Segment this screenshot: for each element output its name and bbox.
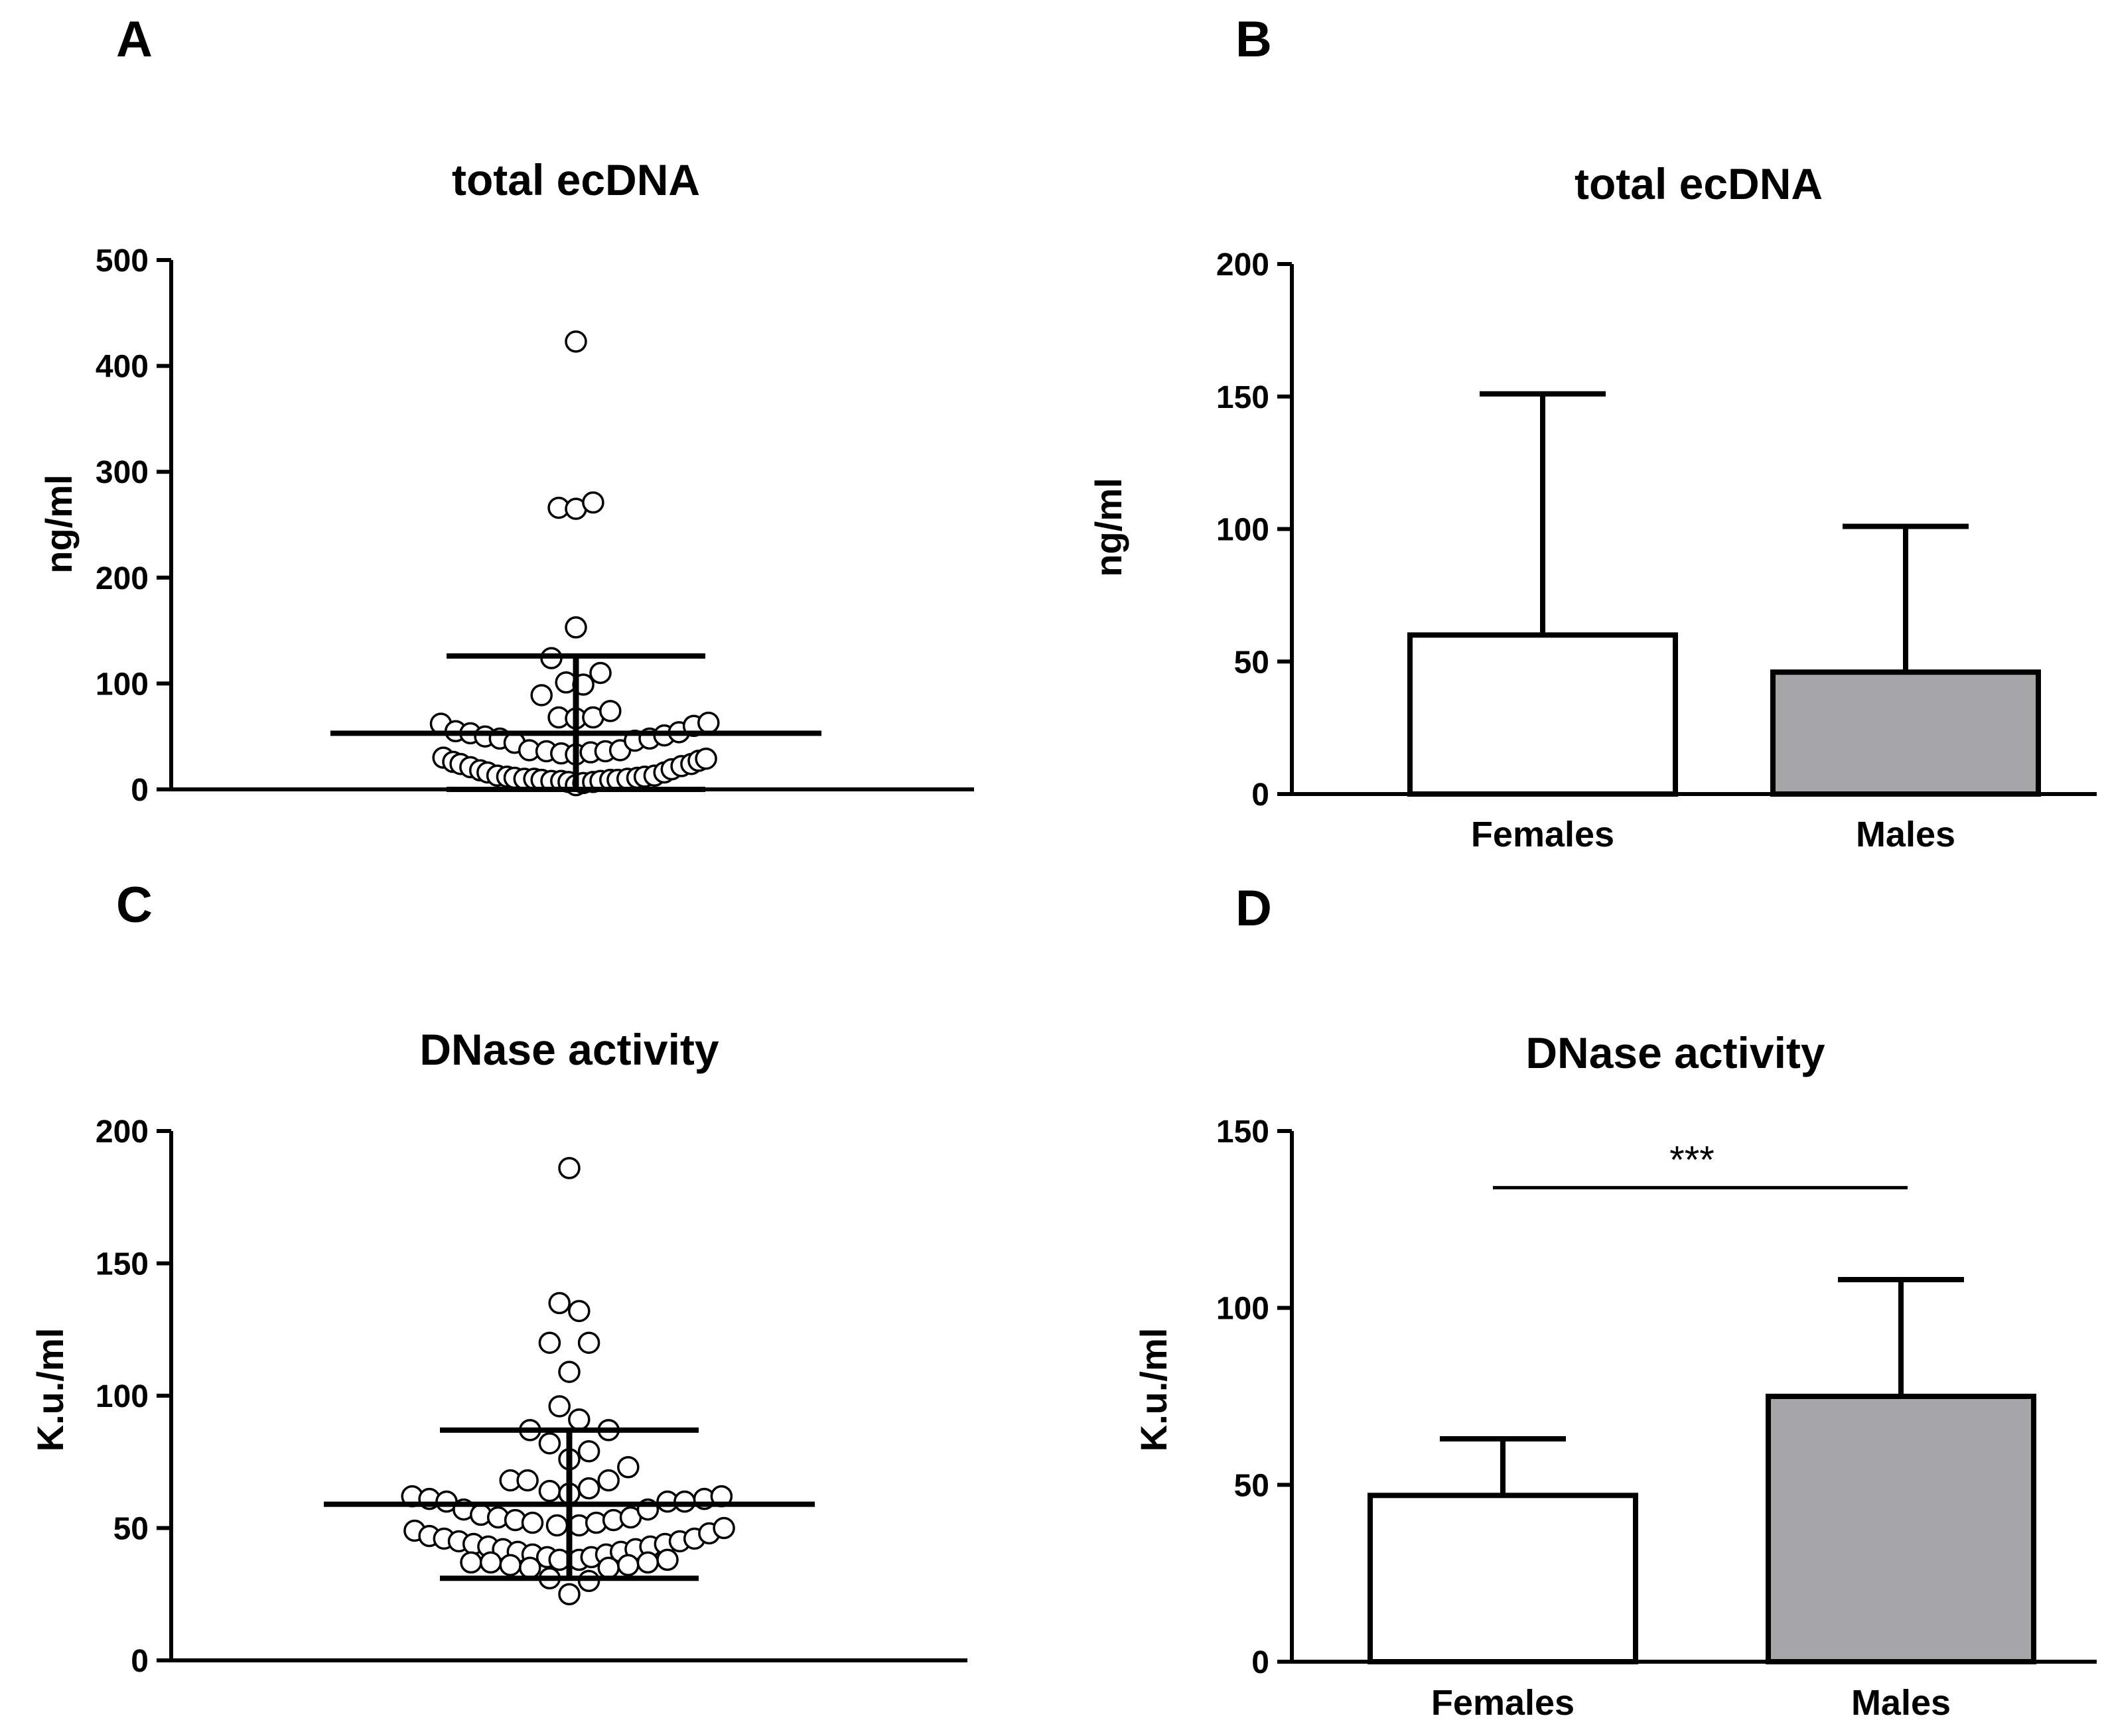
panel-letter-b: B <box>1235 11 1272 68</box>
data-point <box>548 1395 571 1418</box>
data-point <box>538 1331 561 1354</box>
data-point <box>538 1479 561 1502</box>
y-axis-label-b: ng/ml <box>1087 478 1129 576</box>
x-category-label: Females <box>1471 815 1614 854</box>
bar-females <box>1407 632 1678 797</box>
data-point <box>617 1554 640 1577</box>
y-tick-label: 400 <box>96 350 149 385</box>
significance-label: *** <box>1669 1138 1715 1181</box>
x-category-label: Males <box>1851 1683 1951 1723</box>
chart-title-c: DNase activity <box>419 1025 719 1074</box>
panel-a: A total ecDNA ng/ml 0 100 200 300 400 500 <box>38 11 974 808</box>
bar-males <box>1766 1394 2036 1664</box>
y-tick-label: 200 <box>96 1114 149 1150</box>
y-tick-label: 0 <box>1251 777 1269 813</box>
y-tick-label: 0 <box>1251 1645 1269 1680</box>
panel-c: C DNase activity K.u./ml 0 50 100 150 200 <box>29 877 967 1679</box>
data-point <box>697 711 720 734</box>
panel-letter-c: C <box>116 877 153 933</box>
y-axis-label-d: K.u./ml <box>1133 1328 1174 1452</box>
data-point <box>617 1455 640 1479</box>
y-tick-label: 150 <box>96 1247 149 1282</box>
y-tick-label: 150 <box>1216 380 1269 415</box>
data-point <box>499 1554 522 1577</box>
data-point <box>479 1551 502 1574</box>
data-point <box>577 1440 600 1463</box>
panel-b: B total ecDNA ng/ml 0 50 100 150 200 Females… <box>1087 11 2097 854</box>
data-point <box>519 1556 541 1579</box>
y-ticks-c: 0 50 100 150 200 <box>96 1114 171 1679</box>
y-tick-label: 100 <box>1216 1292 1269 1327</box>
data-point <box>695 747 717 770</box>
y-tick-label: 0 <box>131 1644 149 1679</box>
y-ticks-a: 0 100 200 300 400 500 <box>96 243 171 808</box>
data-point <box>530 684 553 706</box>
bar-females <box>1368 1493 1638 1664</box>
data-points-a <box>330 330 821 797</box>
data-point <box>599 700 622 722</box>
data-point <box>545 1514 569 1537</box>
y-tick-label: 200 <box>96 561 149 596</box>
y-axis-label-a: ng/ml <box>38 474 80 573</box>
y-tick-label: 0 <box>131 773 149 808</box>
y-tick-label: 200 <box>1216 247 1269 283</box>
data-point <box>565 330 587 353</box>
data-point <box>577 1331 600 1354</box>
y-tick-label: 500 <box>96 243 149 279</box>
data-point <box>516 1469 539 1492</box>
bar-males <box>1770 669 2041 797</box>
y-tick-label: 100 <box>1216 513 1269 548</box>
x-category-label: Males <box>1856 815 1955 854</box>
data-point <box>713 1516 735 1540</box>
panel-letter-a: A <box>116 11 153 68</box>
y-axis-label-c: K.u./ml <box>29 1328 71 1452</box>
chart-title-a: total ecDNA <box>452 155 700 204</box>
x-category-label: Females <box>1431 1683 1575 1723</box>
data-point <box>568 1408 591 1431</box>
bars-b: Females Males <box>1407 391 2041 854</box>
chart-title-b: total ecDNA <box>1575 159 1823 208</box>
data-point <box>538 1432 561 1455</box>
data-point <box>589 661 612 685</box>
data-point <box>577 1477 600 1500</box>
data-point <box>548 1292 571 1315</box>
data-point <box>558 1361 581 1383</box>
y-ticks-d: 0 50 100 150 <box>1216 1114 1292 1680</box>
bars-d: Females Males *** <box>1368 1138 2036 1723</box>
data-point <box>656 1548 679 1571</box>
panel-letter-d: D <box>1235 880 1272 937</box>
data-point <box>597 1469 620 1492</box>
y-tick-label: 100 <box>96 667 149 702</box>
data-point <box>558 1583 581 1605</box>
data-point <box>521 1511 544 1534</box>
y-tick-label: 50 <box>1234 645 1269 680</box>
data-point <box>597 1556 620 1579</box>
data-point <box>460 1551 482 1574</box>
data-point <box>582 491 604 514</box>
panel-d: D DNase activity K.u./ml 0 50 100 150 Femal… <box>1133 880 2097 1723</box>
y-tick-label: 50 <box>1234 1468 1269 1503</box>
y-ticks-b: 0 50 100 150 200 <box>1216 247 1292 813</box>
data-point <box>636 1551 660 1574</box>
chart-title-d: DNase activity <box>1525 1028 1825 1077</box>
y-tick-label: 100 <box>96 1379 149 1414</box>
y-tick-label: 50 <box>113 1512 149 1547</box>
y-tick-label: 150 <box>1216 1114 1269 1150</box>
data-point <box>568 1300 591 1323</box>
data-point <box>565 616 587 639</box>
data-point <box>558 1157 581 1179</box>
y-tick-label: 300 <box>96 455 149 490</box>
data-points-c <box>324 1157 815 1605</box>
